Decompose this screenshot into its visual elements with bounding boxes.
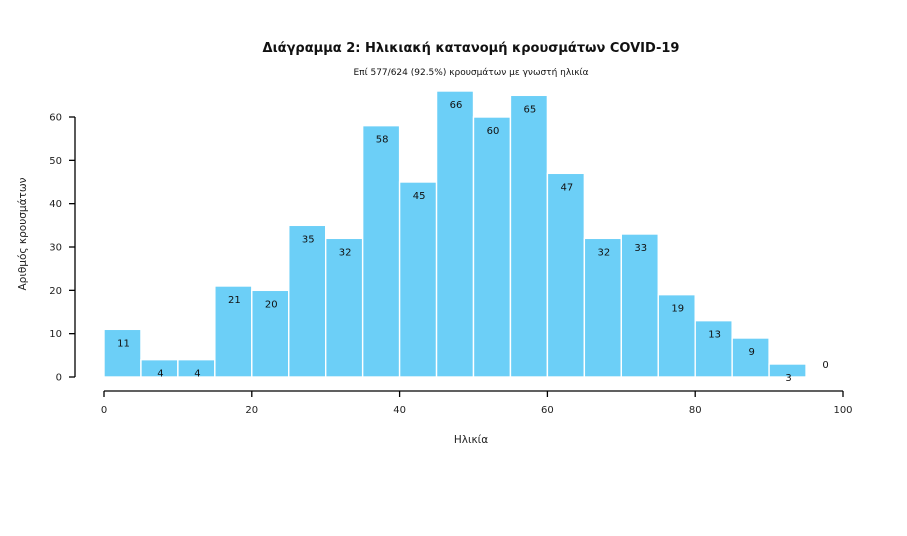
bar-labels-group: 11 4 4 21 20 35 32 58 45 66 60 65 47 32 33 19 13 9 3 0: [117, 100, 829, 384]
y-tick-label: 30: [49, 243, 62, 254]
bar-data-label: 58: [376, 135, 389, 146]
bar-data-label: 21: [228, 295, 241, 306]
histogram-bar: [288, 224, 327, 378]
histogram-bar: [509, 94, 549, 378]
bar-data-label: 33: [634, 243, 647, 254]
x-tick-label: 40: [393, 405, 406, 416]
bar-data-label: 19: [671, 304, 684, 315]
bar-data-label: 45: [413, 191, 426, 202]
y-tick-label: 50: [49, 156, 62, 167]
bar-data-label: 20: [265, 299, 278, 310]
histogram-bar: [620, 233, 659, 378]
bar-data-label: 0: [822, 360, 828, 371]
x-tick-label: 0: [101, 405, 107, 416]
y-tick-label: 10: [49, 329, 62, 340]
histogram-bar: [398, 181, 438, 378]
x-axis-label: Ηλικία: [454, 434, 488, 446]
histogram-bar: [214, 285, 253, 378]
bar-data-label: 32: [597, 247, 610, 258]
bar-data-label: 32: [339, 247, 352, 258]
x-tick-label: 100: [833, 405, 852, 416]
x-axis: 0 20 40 60 80 100: [101, 390, 853, 416]
histogram-bar: [325, 237, 364, 378]
histogram-bar: [731, 337, 770, 378]
chart-title: Διάγραμμα 2: Ηλικιακή κατανομή κρουσμάτω…: [263, 41, 680, 56]
histogram-bar: [583, 237, 622, 378]
histogram-bar: [435, 90, 475, 378]
bar-data-label: 4: [194, 369, 200, 380]
x-tick-label: 60: [541, 405, 554, 416]
bar-data-label: 11: [117, 338, 130, 349]
histogram-bar: [546, 172, 586, 378]
bar-data-label: 35: [302, 234, 315, 245]
y-axis: 0 10 20 30 40 50 60: [49, 113, 76, 384]
y-tick-label: 40: [49, 199, 62, 210]
chart-subtitle: Επί 577/624 (92.5%) κρουσμάτων με γνωστή…: [353, 68, 588, 78]
histogram-bar: [361, 124, 401, 378]
y-axis-label: Αριθμός κρουσμάτων: [17, 177, 29, 290]
y-tick-label: 60: [49, 113, 62, 124]
bar-data-label: 4: [157, 369, 163, 380]
histogram-bar: [694, 319, 733, 378]
bar-data-label: 3: [785, 373, 791, 384]
y-tick-label: 20: [49, 286, 62, 297]
x-tick-label: 80: [689, 405, 702, 416]
bar-data-label: 9: [748, 347, 754, 358]
bar-data-label: 13: [708, 330, 721, 341]
bar-data-label: 66: [450, 100, 463, 111]
x-tick-label: 20: [245, 405, 258, 416]
histogram-bar: [103, 328, 142, 378]
histogram-bar: [768, 363, 807, 378]
y-tick-label: 0: [56, 373, 62, 384]
bar-data-label: 60: [487, 126, 500, 137]
bar-data-label: 47: [561, 182, 574, 193]
histogram-bar: [472, 116, 512, 378]
bar-data-label: 65: [524, 104, 537, 115]
bars-group: [103, 90, 807, 378]
